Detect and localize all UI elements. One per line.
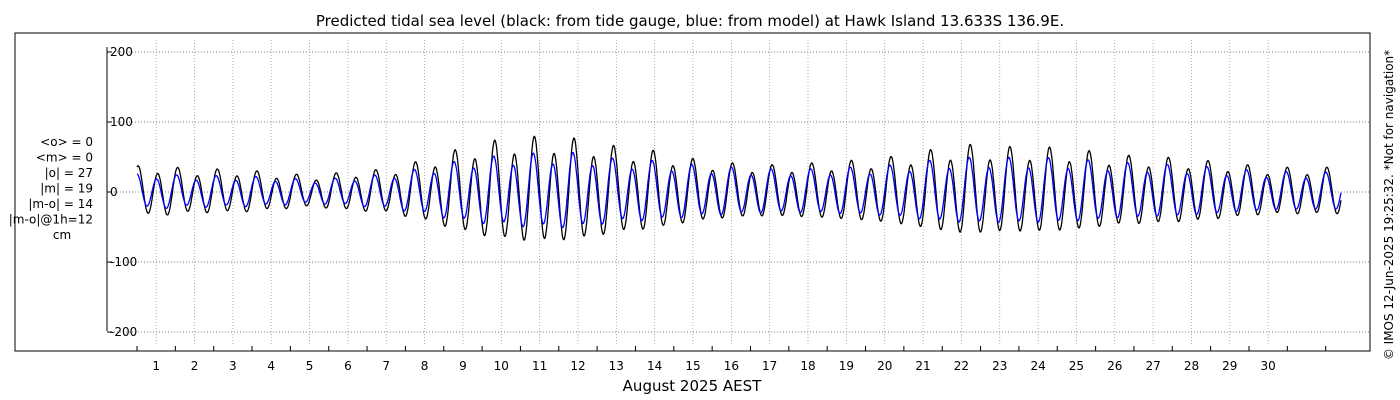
- y-tick-label: 200: [110, 45, 133, 59]
- y-axis-ticks: 200 100 0 -100 -200: [107, 45, 137, 339]
- x-tick-label: 12: [570, 359, 585, 373]
- x-tick-label: 1: [152, 359, 160, 373]
- x-tick-label: 22: [954, 359, 969, 373]
- x-tick-label: 21: [915, 359, 930, 373]
- tide-gauge-series-line: [136, 135, 1342, 241]
- x-tick-label: 3: [229, 359, 237, 373]
- x-tick-label: 15: [685, 359, 700, 373]
- x-tick-label: 6: [344, 359, 352, 373]
- x-axis-ticks: 1 2 3 4 5 6 7 8 9 10 11 12 13 14 15 16 17 18 19 20 21 22 23 24 2…: [136, 346, 1327, 373]
- credit-text: © IMOS 12-Jun-2025 19:25:32. *Not for na…: [1382, 50, 1396, 360]
- x-tick-label: 30: [1261, 359, 1276, 373]
- x-tick-label: 29: [1222, 359, 1237, 373]
- y-tick-label: 100: [110, 115, 133, 129]
- x-tick-label: 24: [1030, 359, 1045, 373]
- x-tick-label: 19: [839, 359, 854, 373]
- stat-line: |m| = 19: [40, 182, 93, 196]
- x-tick-label: 9: [459, 359, 467, 373]
- y-tick-label: -200: [110, 325, 137, 339]
- x-tick-label: 5: [306, 359, 314, 373]
- x-tick-label: 17: [762, 359, 777, 373]
- x-tick-label: 27: [1145, 359, 1160, 373]
- x-tick-label: 10: [494, 359, 509, 373]
- stat-line: |m-o|@1h=12: [9, 213, 93, 227]
- plot-frame: [14, 32, 1371, 352]
- x-axis-label: August 2025 AEST: [623, 377, 762, 395]
- x-tick-label: 16: [724, 359, 739, 373]
- x-tick-label: 20: [877, 359, 892, 373]
- stat-line: <o> = 0: [40, 135, 93, 149]
- x-tick-label: 7: [382, 359, 390, 373]
- stat-line: |o| = 27: [45, 166, 93, 180]
- x-tick-label: 14: [647, 359, 662, 373]
- x-tick-label: 4: [267, 359, 275, 373]
- y-tick-label: 0: [110, 185, 118, 199]
- model-series-line: [136, 151, 1342, 229]
- grid: [111, 40, 1369, 345]
- stat-line: cm: [53, 228, 71, 242]
- x-tick-label: 13: [609, 359, 624, 373]
- x-tick-label: 18: [800, 359, 815, 373]
- x-tick-label: 8: [421, 359, 429, 373]
- x-tick-label: 11: [532, 359, 547, 373]
- x-tick-label: 28: [1184, 359, 1199, 373]
- series-layer: [136, 135, 1342, 241]
- x-tick-label: 26: [1107, 359, 1122, 373]
- y-tick-label: -100: [110, 255, 137, 269]
- x-tick-label: 25: [1069, 359, 1084, 373]
- statistics-panel: <o> = 0 <m> = 0|o| = 27 |m| = 19|m-o| = 14…: [9, 135, 93, 242]
- x-tick-label: 23: [992, 359, 1007, 373]
- chart-title: Predicted tidal sea level (black: from t…: [316, 12, 1064, 30]
- x-tick-label: 2: [191, 359, 199, 373]
- stat-line: <m> = 0: [36, 151, 93, 165]
- stat-line: |m-o| = 14: [28, 197, 93, 211]
